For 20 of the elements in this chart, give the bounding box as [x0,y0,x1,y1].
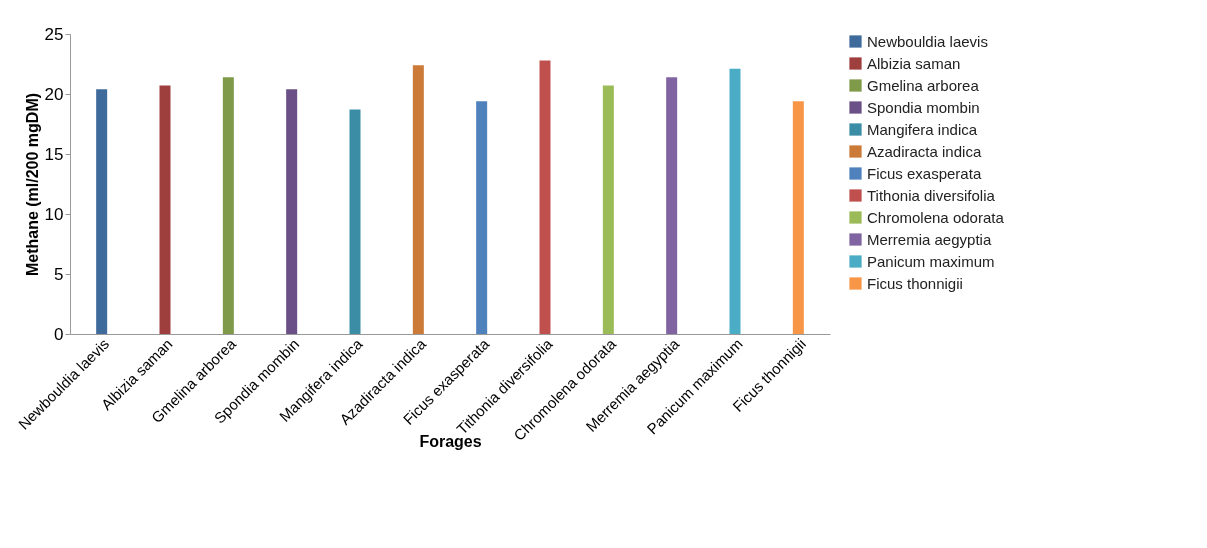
legend-label: Tithonia diversifolia [867,186,996,204]
legend-label: Panicum maximum [867,252,995,270]
legend-label: Merremia aegyptia [867,230,992,248]
y-tick-label: 15 [44,144,64,164]
y-tick-label: 5 [54,264,64,284]
y-axis-title: Methane (ml/200 mgDM) [23,92,41,277]
legend-label: Chromolena odorata [867,208,1005,226]
x-axis-title: Forages [419,432,482,450]
legend-label: Gmelina arborea [867,76,980,94]
legend-label: Albizia saman [867,54,961,72]
legend-label: Newbouldia laevis [867,32,988,50]
legend-label: Ficus thonnigii [867,274,963,292]
legend-label: Ficus exasperata [867,164,982,182]
legend-label: Azadiracta indica [867,142,982,160]
y-tick-label: 10 [44,204,64,224]
y-tick-label: 20 [44,84,64,104]
y-tick-label: 25 [44,24,64,44]
y-tick-label: 0 [54,324,64,344]
legend-label: Spondia mombin [867,98,980,116]
legend-label: Mangifera indica [867,120,978,138]
